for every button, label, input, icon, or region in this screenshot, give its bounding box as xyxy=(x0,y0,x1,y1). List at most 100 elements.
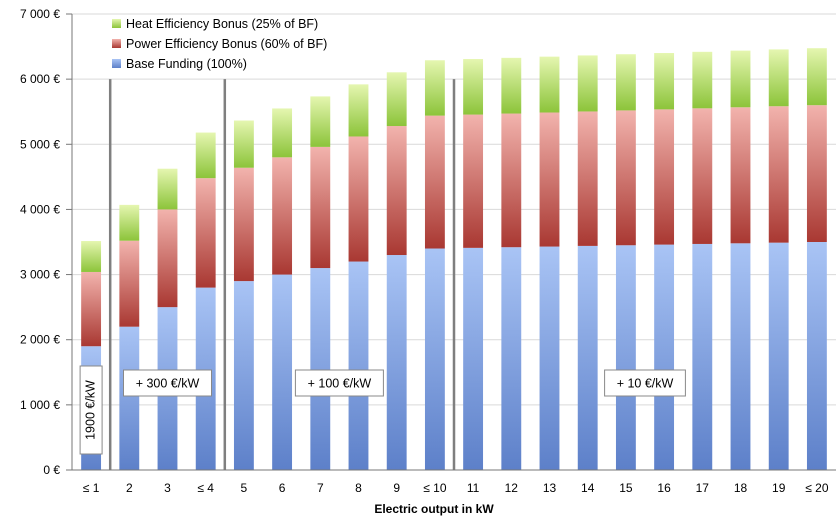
y-tick-label: 6 000 € xyxy=(20,72,60,86)
bar-segment xyxy=(806,242,827,470)
x-tick-label: ≤ 20 xyxy=(805,481,829,495)
bar-segment xyxy=(119,204,140,241)
x-tick-label: 5 xyxy=(241,481,248,495)
legend-swatch xyxy=(112,39,121,48)
x-tick-label: 8 xyxy=(355,481,362,495)
bar-segment xyxy=(501,57,522,114)
x-tick-label: 2 xyxy=(126,481,133,495)
x-tick-label: 7 xyxy=(317,481,324,495)
bar-segment xyxy=(501,247,522,470)
bar-segment xyxy=(424,60,445,116)
bar-segment xyxy=(730,50,751,108)
x-tick-label: 3 xyxy=(164,481,171,495)
y-tick-label: 5 000 € xyxy=(20,137,60,151)
annotation-box xyxy=(123,369,212,397)
x-tick-label: 13 xyxy=(543,481,557,495)
annotations: 1900 €/kW + 300 €/kW + 100 €/kW + 10 €/kW xyxy=(79,365,686,455)
x-tick-label: 16 xyxy=(657,481,671,495)
bar-segment xyxy=(539,246,560,470)
bar-segment xyxy=(233,167,254,282)
annotation-box xyxy=(604,369,686,397)
x-tick-label: 14 xyxy=(581,481,595,495)
bar-segment xyxy=(692,108,713,244)
bar-segment xyxy=(348,84,369,137)
annotation-box xyxy=(294,369,384,397)
bar-segment xyxy=(424,248,445,470)
annotation-label: + 100 €/kW xyxy=(308,377,372,391)
legend-label: Base Funding (100%) xyxy=(126,57,247,71)
bars xyxy=(81,48,827,470)
y-tick-label: 0 € xyxy=(43,463,60,477)
bar-segment xyxy=(577,55,598,112)
bar-segment xyxy=(615,245,636,470)
bar-segment xyxy=(806,48,827,106)
annotation-label: + 300 €/kW xyxy=(136,377,200,391)
legend: Heat Efficiency Bonus (25% of BF) Power E… xyxy=(112,17,327,71)
bar-segment xyxy=(577,245,598,470)
x-tick-label: 17 xyxy=(696,481,710,495)
bar-segment xyxy=(119,326,140,470)
bar-segment xyxy=(768,242,789,470)
bar-segment xyxy=(310,146,331,269)
legend-swatch xyxy=(112,19,121,28)
x-tick-label: 6 xyxy=(279,481,286,495)
bar-segment xyxy=(806,105,827,242)
y-axis-ticks: 0 € 1 000 € 2 000 € 3 000 € 4 000 € 5 000 € 6 … xyxy=(20,7,836,477)
bar-segment xyxy=(730,243,751,470)
bar-segment xyxy=(501,113,522,248)
bar-segment xyxy=(386,255,407,470)
annotation-label: 1900 €/kW xyxy=(83,380,97,440)
legend-label: Power Efficiency Bonus (60% of BF) xyxy=(126,37,327,51)
y-tick-label: 7 000 € xyxy=(20,7,60,21)
bar-segment xyxy=(463,114,484,248)
x-tick-label: ≤ 4 xyxy=(197,481,214,495)
x-tick-label: 18 xyxy=(734,481,748,495)
bar-segment xyxy=(157,209,178,308)
x-tick-label: ≤ 10 xyxy=(423,481,447,495)
bar-segment xyxy=(577,111,598,246)
y-tick-label: 1 000 € xyxy=(20,398,60,412)
bar-segment xyxy=(615,110,636,246)
bar-segment xyxy=(157,168,178,210)
bar-segment xyxy=(81,241,102,272)
bar-segment xyxy=(272,157,293,275)
x-tick-label: ≤ 1 xyxy=(83,481,100,495)
bar-segment xyxy=(272,108,293,158)
x-tick-label: 19 xyxy=(772,481,786,495)
bar-segment xyxy=(768,106,789,243)
legend-swatch xyxy=(112,59,121,68)
bar-segment xyxy=(348,136,369,262)
y-tick-label: 4 000 € xyxy=(20,202,60,216)
bar-segment xyxy=(768,49,789,107)
x-tick-label: 11 xyxy=(467,481,480,495)
x-axis-ticks: ≤ 1 2 3 ≤ 4 5 6 7 8 9 ≤ 10 11 12 13 14 15 16 17 18 19 ≤ 20 xyxy=(83,481,829,495)
legend-label: Heat Efficiency Bonus (25% of BF) xyxy=(126,17,318,31)
bar-segment xyxy=(195,178,216,288)
bar-segment xyxy=(195,132,216,179)
x-tick-label: 12 xyxy=(505,481,519,495)
bar-segment xyxy=(233,120,254,168)
bar-segment xyxy=(463,59,484,115)
bar-segment xyxy=(615,54,636,111)
x-tick-label: 9 xyxy=(393,481,400,495)
bar-segment xyxy=(310,96,331,147)
annotation-label: + 10 €/kW xyxy=(617,377,674,391)
bar-segment xyxy=(654,109,675,245)
bar-segment xyxy=(81,271,102,347)
bar-segment xyxy=(386,72,407,127)
x-axis-title: Electric output in kW xyxy=(374,502,494,516)
segment-dividers xyxy=(108,79,456,470)
bar-segment xyxy=(119,240,140,327)
bar-segment xyxy=(539,112,560,247)
bar-segment xyxy=(348,261,369,470)
bar-segment xyxy=(233,281,254,470)
bar-segment xyxy=(424,115,445,249)
bar-segment xyxy=(692,243,713,470)
bar-segment xyxy=(539,56,560,113)
bar-segment xyxy=(463,247,484,470)
y-tick-label: 3 000 € xyxy=(20,268,60,282)
bar-segment xyxy=(730,107,751,244)
bar-segment xyxy=(692,51,713,109)
bar-segment xyxy=(272,274,293,470)
